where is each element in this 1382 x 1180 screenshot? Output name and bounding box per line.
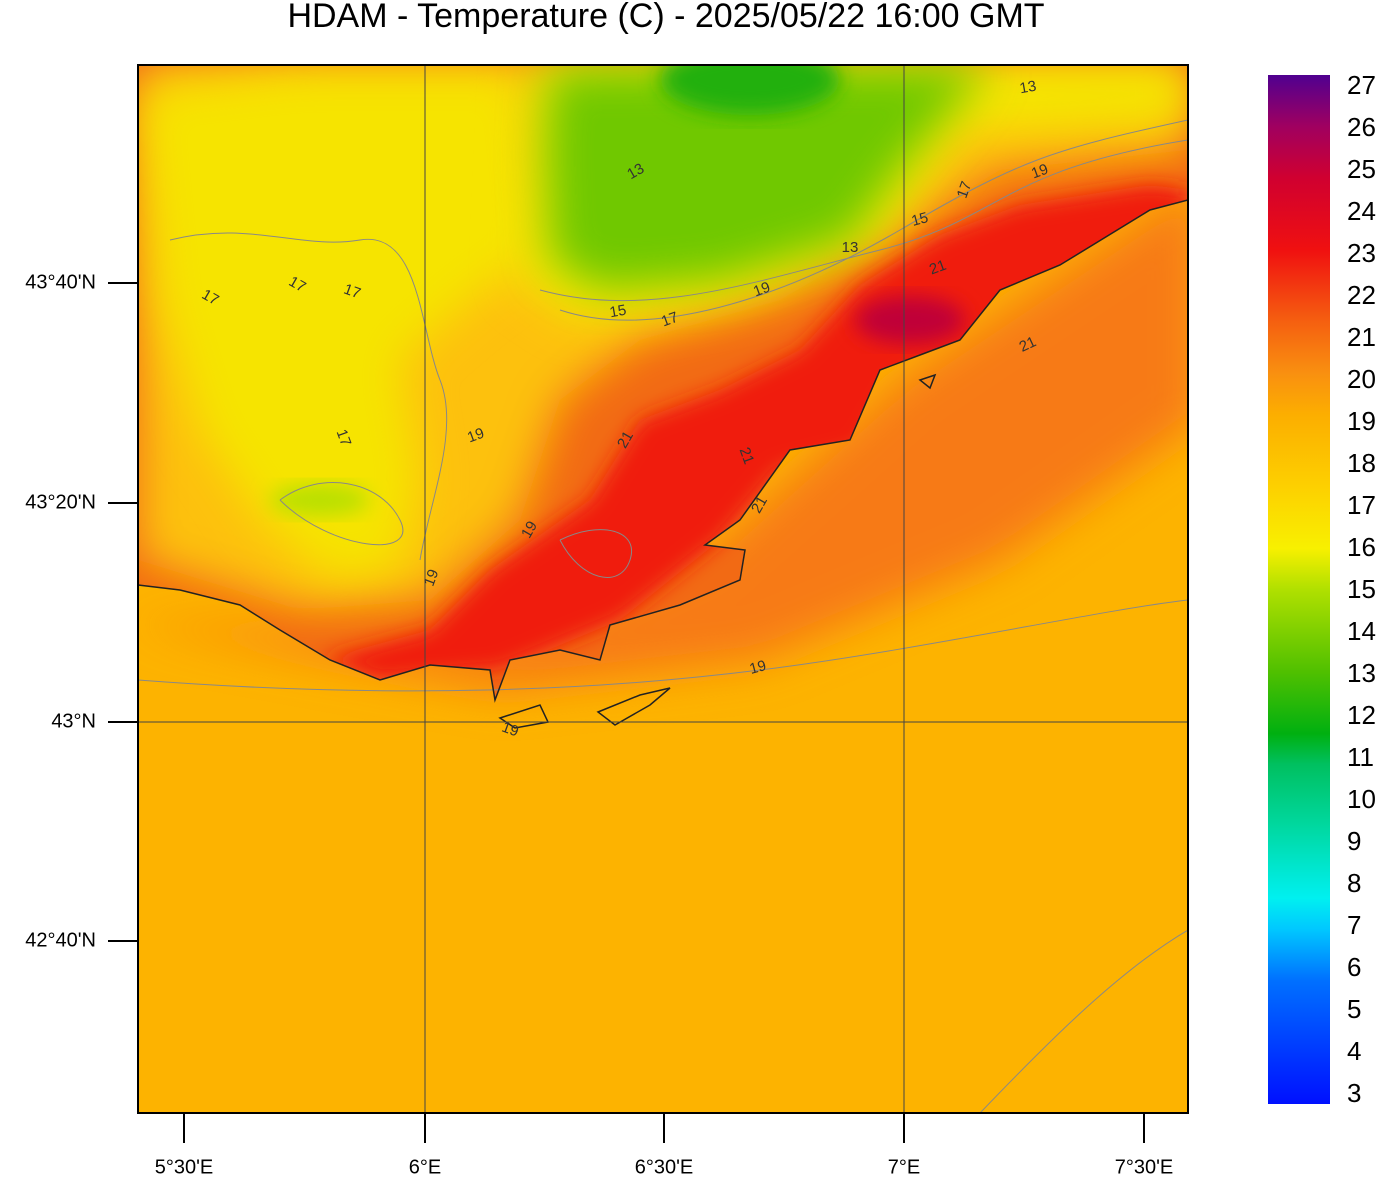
contour-label: 19 — [518, 518, 541, 541]
colorbar-label: 20 — [1347, 364, 1376, 394]
colorbar-label: 17 — [1347, 490, 1376, 520]
lat-label: 43°20'N — [25, 491, 96, 513]
contour-line — [979, 929, 1188, 1113]
colorbar-label: 4 — [1347, 1036, 1361, 1066]
red-band — [320, 185, 1188, 680]
contours — [138, 119, 1188, 1113]
axes: 43°40'N 43°20'N 43°N 42°40'N 5°30'E 6°E 6°30'E… — [25, 70, 1376, 1178]
colorbar-label: 15 — [1347, 574, 1376, 604]
contour-label: 21 — [614, 428, 637, 451]
island — [918, 373, 937, 390]
colorbar — [1268, 75, 1330, 1104]
green-zone — [545, 65, 990, 290]
contour-label: 21 — [927, 257, 948, 279]
green-core — [660, 65, 840, 115]
colorbar-label: 16 — [1347, 532, 1376, 562]
contour-label: 15 — [910, 209, 931, 230]
contour-label: 17 — [333, 427, 355, 448]
colorbar-label: 8 — [1347, 868, 1361, 898]
contour-line — [539, 139, 1188, 302]
contour-label: 19 — [421, 567, 443, 588]
contour-label: 19 — [499, 719, 520, 741]
colorbar-label: 19 — [1347, 406, 1376, 436]
lat-label: 43°40'N — [25, 271, 96, 293]
colorbar-label: 3 — [1347, 1078, 1361, 1108]
lat-label: 42°40'N — [25, 929, 96, 951]
contour-line — [279, 482, 404, 546]
coastal-sea — [138, 188, 1188, 690]
contour-label: 19 — [1029, 161, 1050, 183]
colorbar-label: 12 — [1347, 700, 1376, 730]
coast-line — [138, 199, 1188, 703]
lon-label: 7°30'E — [1115, 1156, 1174, 1178]
contour-label: 17 — [659, 309, 680, 331]
contour-label: 13 — [624, 160, 647, 183]
colorbar-label: 23 — [1347, 238, 1376, 268]
contour-line — [559, 119, 1188, 321]
colorbar-label: 9 — [1347, 826, 1361, 856]
map-field: 13 13 13 15 15 17 17 17 17 17 17 19 19 19 19 19 19 19 21 21… — [138, 65, 1188, 1113]
contour-label: 17 — [954, 179, 976, 200]
contour-label: 19 — [751, 279, 772, 301]
colorbar-label: 21 — [1347, 322, 1376, 352]
island — [596, 687, 671, 726]
colorbar-label: 11 — [1347, 742, 1374, 772]
contour-label: 19 — [465, 425, 486, 447]
colorbar-label: 14 — [1347, 616, 1376, 646]
contour-label: 17 — [286, 273, 309, 296]
contour-labels: 13 13 13 15 15 17 17 17 17 17 17 19 19 19 19 19 19 19 21 21… — [199, 78, 1051, 741]
contour-label: 17 — [341, 281, 362, 303]
hot-core — [855, 296, 965, 344]
contour-label: 21 — [1017, 333, 1039, 355]
colorbar-label: 26 — [1347, 112, 1376, 142]
colorbar-label: 6 — [1347, 952, 1361, 982]
colorbar-label: 13 — [1347, 658, 1376, 688]
contour-label: 13 — [842, 239, 859, 256]
colorbar-label: 5 — [1347, 994, 1361, 1024]
green-patch — [270, 484, 370, 516]
lon-label: 5°30'E — [155, 1156, 214, 1178]
lat-label: 43°N — [51, 710, 96, 732]
contour-label: 21 — [736, 445, 758, 466]
contour-label: 19 — [748, 657, 769, 678]
colorbar-label: 24 — [1347, 196, 1376, 226]
contour-line — [559, 529, 633, 578]
colorbar-label: 27 — [1347, 70, 1376, 100]
contour-line — [138, 599, 1188, 692]
lon-label: 6°E — [409, 1156, 441, 1178]
cool-inland — [140, 70, 540, 580]
title: HDAM - Temperature (C) - 2025/05/22 16:0… — [287, 0, 1044, 35]
contour-label: 21 — [748, 493, 771, 516]
colorbar-label: 25 — [1347, 154, 1376, 184]
colorbar-label: 18 — [1347, 448, 1376, 478]
contour-label: 17 — [199, 286, 222, 309]
colorbar-label: 22 — [1347, 280, 1376, 310]
contour-line — [169, 232, 448, 561]
lon-label: 7°E — [888, 1156, 920, 1178]
colorbar-label: 7 — [1347, 910, 1361, 940]
contour-label: 15 — [608, 302, 627, 322]
graticule — [138, 65, 1188, 1113]
lon-label: 6°30'E — [635, 1156, 694, 1178]
contour-label: 13 — [1018, 78, 1037, 98]
colorbar-label: 10 — [1347, 784, 1376, 814]
